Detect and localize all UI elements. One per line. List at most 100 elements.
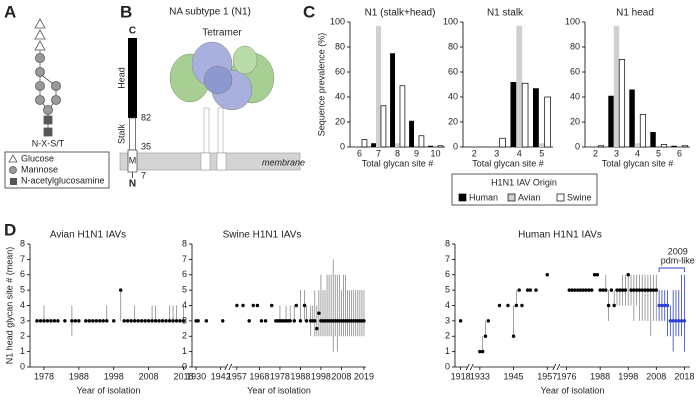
y-tick-label: 0 xyxy=(182,361,187,371)
bar xyxy=(532,88,539,147)
x-axis-label: Total glycan site # xyxy=(602,158,674,168)
x-tick-label: 5 xyxy=(656,148,661,158)
y-tick-label: 3 xyxy=(182,315,187,325)
y-tick-label: 5 xyxy=(20,285,25,295)
x-tick-label: 2 xyxy=(472,148,477,158)
protein-title: NA subtype 1 (N1) xyxy=(169,7,251,18)
legend-symbol xyxy=(9,166,17,174)
axis-break xyxy=(552,363,557,371)
mean-point xyxy=(640,288,644,292)
x-tick-label: 3 xyxy=(614,148,619,158)
mean-point xyxy=(247,319,251,323)
mean-point xyxy=(660,303,664,308)
y-tick-label: 0 xyxy=(445,361,450,371)
y-tick-label: 2 xyxy=(445,331,450,341)
y-tick-label: 40 xyxy=(335,91,345,101)
membrane-label: membrane xyxy=(262,157,305,167)
mean-point xyxy=(129,319,133,323)
mean-point xyxy=(255,303,260,308)
mean-point xyxy=(618,288,622,292)
mean-point xyxy=(164,319,168,323)
mean-point xyxy=(601,288,605,292)
mean-point xyxy=(497,303,502,308)
mean-point xyxy=(520,303,524,308)
legend-swatch xyxy=(458,193,467,202)
glycan xyxy=(34,18,61,137)
y-tick-label: 60 xyxy=(570,66,580,76)
mean-point xyxy=(632,288,636,292)
mean-point xyxy=(52,319,57,323)
legend-label: Avian xyxy=(518,192,540,202)
mean-point xyxy=(235,303,239,308)
y-tick-label: 1 xyxy=(445,346,450,356)
y-tick-label: 7 xyxy=(182,254,187,264)
mean-point xyxy=(623,288,628,292)
y-axis-label: Sequence prevalence (%) xyxy=(316,33,326,137)
x-tick-label: 1998 xyxy=(618,371,638,381)
x-tick-label: 1957 xyxy=(537,371,557,381)
bar xyxy=(613,25,620,147)
mean-point xyxy=(112,319,116,323)
x-axis-label: Year of isolation xyxy=(247,385,311,395)
y-tick-label: 60 xyxy=(335,66,345,76)
legend-swatch xyxy=(507,193,516,202)
x-tick-label: 8 xyxy=(395,148,400,158)
axis-break xyxy=(469,363,474,371)
x-tick-label: 10 xyxy=(430,148,440,158)
mean-point xyxy=(105,319,109,323)
y-tick-label: 8 xyxy=(182,238,187,248)
mean-point xyxy=(315,326,319,331)
chart-title: Swine H1N1 IAVs xyxy=(223,230,302,241)
chart-title: Human H1N1 IAVs xyxy=(518,230,602,241)
mean-point xyxy=(98,319,102,323)
bar xyxy=(671,145,677,147)
x-tick-label: 7 xyxy=(376,148,381,158)
y-tick-label: 6 xyxy=(445,269,450,279)
mean-point xyxy=(119,288,123,292)
head-label: Head xyxy=(116,67,126,89)
x-tick-label: 1988 xyxy=(290,371,310,381)
y-tick-label: 7 xyxy=(445,254,450,264)
mean-point xyxy=(77,319,81,323)
mean-point xyxy=(514,303,519,308)
x-tick-label: 2019 xyxy=(354,371,374,381)
mean-point xyxy=(651,288,656,292)
mean-point xyxy=(259,319,264,323)
x-tick-label: 2008 xyxy=(646,371,666,381)
motif-label: N-X-S/T xyxy=(32,138,65,148)
y-tick-label: 60 xyxy=(448,66,458,76)
mean-point xyxy=(263,319,268,323)
mean-point xyxy=(620,288,625,292)
mean-point xyxy=(181,319,186,323)
mean-point xyxy=(578,288,583,292)
bar xyxy=(521,82,529,148)
mean-point xyxy=(150,319,154,323)
mean-point xyxy=(171,319,175,323)
mean-point xyxy=(298,319,303,323)
bar xyxy=(650,132,656,147)
y-tick-label: 0 xyxy=(20,361,25,371)
panel-label: B xyxy=(120,2,132,21)
mean-point xyxy=(643,288,647,292)
annotation: 2009 xyxy=(668,246,688,256)
y-tick-label: 1 xyxy=(20,346,25,356)
mean-point xyxy=(87,319,92,323)
mean-point xyxy=(122,319,126,323)
panel-label: D xyxy=(4,220,16,239)
x-tick-label: 1968 xyxy=(249,371,269,381)
mean-point xyxy=(196,319,200,323)
bar xyxy=(538,143,545,147)
mean-point xyxy=(70,319,74,323)
mean-point xyxy=(674,319,678,323)
mean-point xyxy=(663,303,667,308)
position-label: 35 xyxy=(141,141,151,151)
mean-point xyxy=(49,319,53,323)
bar xyxy=(660,144,668,148)
y-tick-label: 80 xyxy=(335,41,345,51)
mean-point xyxy=(302,303,307,308)
mean-point xyxy=(294,303,299,308)
mean-point xyxy=(157,319,161,323)
y-tick-label: 40 xyxy=(448,91,458,101)
y-tick-label: 3 xyxy=(20,315,25,325)
